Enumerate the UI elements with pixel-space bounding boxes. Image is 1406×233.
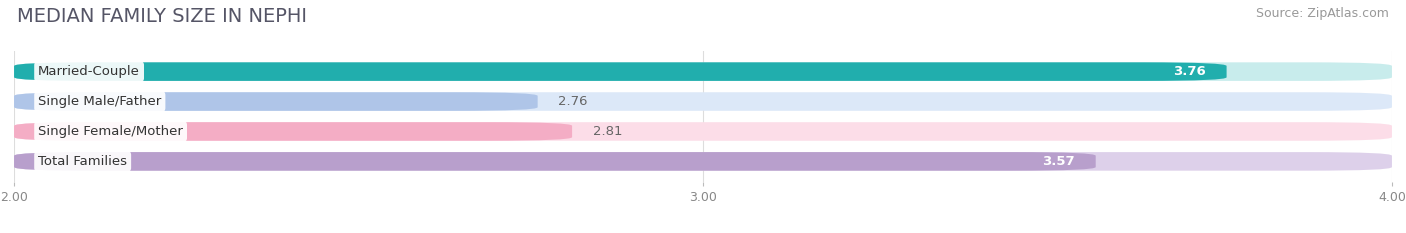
- Text: 3.76: 3.76: [1173, 65, 1206, 78]
- FancyBboxPatch shape: [14, 152, 1392, 171]
- FancyBboxPatch shape: [14, 122, 1392, 141]
- FancyBboxPatch shape: [14, 92, 1392, 111]
- FancyBboxPatch shape: [14, 122, 572, 141]
- FancyBboxPatch shape: [14, 152, 1095, 171]
- Text: Single Male/Father: Single Male/Father: [38, 95, 162, 108]
- Text: MEDIAN FAMILY SIZE IN NEPHI: MEDIAN FAMILY SIZE IN NEPHI: [17, 7, 307, 26]
- Text: 3.57: 3.57: [1042, 155, 1076, 168]
- Text: Total Families: Total Families: [38, 155, 127, 168]
- FancyBboxPatch shape: [14, 62, 1226, 81]
- Text: 2.76: 2.76: [558, 95, 588, 108]
- FancyBboxPatch shape: [14, 92, 537, 111]
- Text: Single Female/Mother: Single Female/Mother: [38, 125, 183, 138]
- Text: Married-Couple: Married-Couple: [38, 65, 141, 78]
- FancyBboxPatch shape: [14, 62, 1392, 81]
- Text: 2.81: 2.81: [593, 125, 623, 138]
- Text: Source: ZipAtlas.com: Source: ZipAtlas.com: [1256, 7, 1389, 20]
